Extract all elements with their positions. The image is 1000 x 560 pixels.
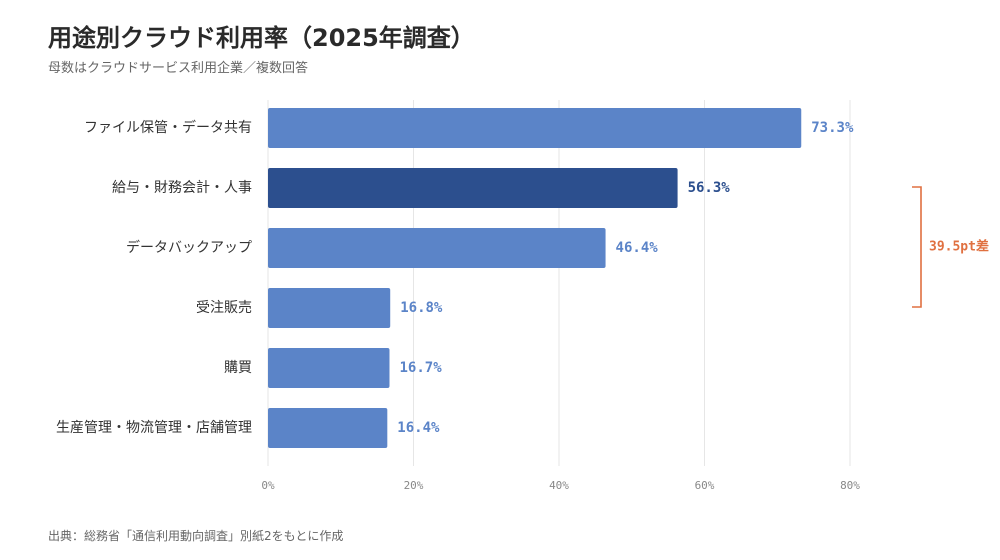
bars xyxy=(268,108,802,448)
bar xyxy=(268,228,606,268)
bar xyxy=(268,108,802,148)
category-label: データバックアップ xyxy=(126,239,252,256)
chart-subtitle: 母数はクラウドサービス利用企業／複数回答 xyxy=(48,61,309,76)
category-label: ファイル保管・データ共有 xyxy=(84,119,252,136)
annotation-bracket xyxy=(912,186,922,308)
grid-lines xyxy=(267,100,851,466)
bar xyxy=(268,348,390,388)
category-label: 受注販売 xyxy=(196,300,252,316)
source-note: 出典：総務省「通信利用動向調査」別紙2をもとに作成 xyxy=(48,529,344,543)
x-tick-label: 0% xyxy=(261,479,275,492)
x-tick-label: 60% xyxy=(695,479,715,492)
difference-annotation: 39.5pt差 xyxy=(912,186,989,308)
x-tick-label: 80% xyxy=(840,479,860,492)
chart-title: 用途別クラウド利用率（2025年調査） xyxy=(48,24,475,52)
category-labels: ファイル保管・データ共有給与・財務会計・人事データバックアップ受注販売購買生産管… xyxy=(56,119,252,436)
bar xyxy=(268,168,678,208)
category-label: 生産管理・物流管理・店舗管理 xyxy=(56,420,252,436)
value-label: 46.4% xyxy=(616,240,659,256)
bar xyxy=(268,408,388,448)
value-label: 16.4% xyxy=(397,420,440,436)
bar xyxy=(268,288,391,328)
x-tick-label: 20% xyxy=(404,479,424,492)
category-label: 購買 xyxy=(224,360,252,376)
value-labels: 73.3% 56.3% 46.4% 16.8% 16.7% 16.4% xyxy=(397,120,854,436)
annotation-label: 39.5pt差 xyxy=(929,239,989,255)
value-label: 16.8% xyxy=(400,300,443,316)
value-label: 73.3% xyxy=(811,120,854,136)
category-label: 給与・財務会計・人事 xyxy=(112,180,252,196)
x-tick-label: 40% xyxy=(549,479,569,492)
value-label: 16.7% xyxy=(399,360,442,376)
x-axis-ticks: 0% 20% 40% 60% 80% xyxy=(261,479,860,492)
value-label: 56.3% xyxy=(688,180,731,196)
